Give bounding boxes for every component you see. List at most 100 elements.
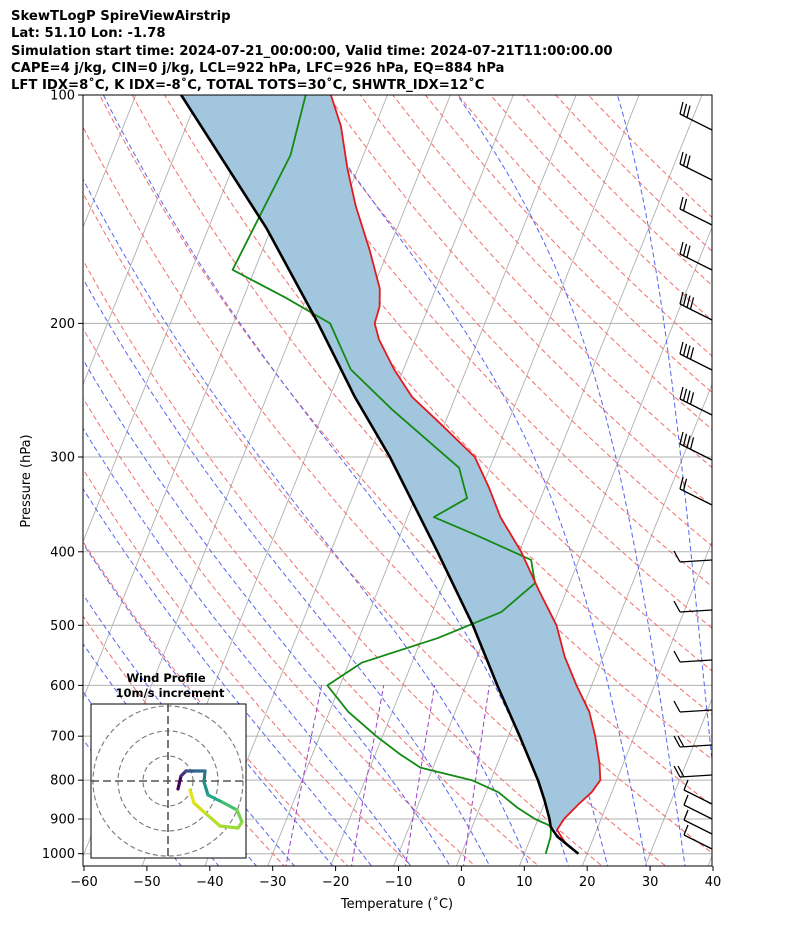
moist-adiabat-line [83,277,491,866]
wind-barb [679,196,713,226]
dry-adiabat-line [196,95,712,672]
dry-adiabat-line [83,259,603,866]
dry-adiabat-line [83,192,667,866]
wind-barb [679,386,713,416]
isotherm-line [455,225,712,866]
parcel-line [180,95,580,855]
dry-adiabat-line [83,126,712,854]
isotherm-line [83,95,263,543]
moist-adiabat-line [456,95,686,866]
dry-adiabat-line [457,95,712,357]
isotherm-line [330,95,640,866]
moist-adiabat-line [83,487,373,866]
x-tick-label: 0 [457,875,465,890]
chart-title: SkewTLogP SpireViewAirstrip [11,9,231,24]
y-tick-label: 1000 [42,847,75,862]
dry-adiabat-line [99,95,712,807]
isotherm-line [644,697,712,866]
y-tick-label: 100 [50,89,75,104]
isotherm-line [0,60,87,885]
cape-area [181,95,601,830]
hodograph-trace [176,774,183,791]
mixing-ratio-line [285,685,323,866]
cape-area-layer [181,95,601,830]
wind-barb [683,779,713,805]
dry-adiabat-line [131,95,712,761]
x-tick-label: 30 [642,875,659,890]
wind-barb [673,700,713,713]
wind-barb [679,241,713,271]
moist-adiabat-line [616,95,712,765]
wind-barbs [673,101,713,850]
y-tick-label: 800 [50,774,75,789]
chart-header: SkewTLogP SpireViewAirstrip Lat: 51.10 L… [11,8,613,94]
y-tick-label: 600 [50,679,75,694]
dry-adiabat-line [83,540,349,866]
mixing-ratio-line [351,685,385,866]
wind-barb [673,550,713,563]
y-tick-label: 700 [50,730,75,745]
x-tick-label: 10 [516,875,533,890]
temperature-line [330,95,602,855]
time-line: Simulation start time: 2024-07-21_00:00:… [11,43,613,59]
y-axis-label: Pressure (hPa) [19,434,34,527]
hodograph-trace [202,769,207,784]
wind-barb [683,824,713,850]
hodograph-trace [188,788,196,805]
wind-barb [679,151,713,181]
mixing-ratio-line [463,685,490,866]
hodograph-trace [218,824,240,830]
dry-adiabat-line [326,95,712,507]
wind-barb [683,794,713,820]
y-tick-label: 300 [50,450,75,465]
hodograph-trace [235,808,244,824]
x-tick-label: −20 [322,875,349,890]
index-line: LFT IDX=8˚C, K IDX=-8˚C, TOTAL TOTS=30˚C… [11,78,485,94]
moist-adiabat-line [102,95,570,866]
isotherm-line [83,95,137,229]
wind-barb [673,600,713,613]
dry-adiabat-line [83,615,285,866]
moist-adiabat-line [298,95,647,866]
hodograph-subtitle: 10m/s increment [116,686,225,700]
plot-frame [82,94,713,867]
dry-adiabat-line [229,95,712,629]
x-tick-label: 20 [579,875,596,890]
isotherm-line [393,95,703,866]
wind-barb [679,476,713,506]
wind-barb [679,341,713,371]
wind-barb [673,735,713,748]
hodograph-plot [91,704,246,858]
isotherm-line [581,540,712,866]
x-tick-label: −30 [259,875,286,890]
dry-adiabat-line [359,95,712,469]
x-tick-label: −10 [385,875,412,890]
hodograph-trace [220,800,239,812]
y-tick-label: 500 [50,619,75,634]
x-tick-label: −40 [196,875,223,890]
moist-adiabat-line [83,642,258,866]
dry-adiabat-line [83,327,540,866]
wind-barb [673,765,713,778]
x-axis-label: Temperature (˚C) [340,896,453,912]
y-tick-label: 400 [50,545,75,560]
moist-adiabat-line [83,427,412,866]
isotherm-line [204,95,514,866]
isotherm-line [707,854,712,866]
cape-line: CAPE=4 j/kg, CIN=0 j/kg, LCL=922 hPa, LF… [11,60,505,76]
location-line: Lat: 51.10 Lon: -1.78 [11,26,166,42]
moist-adiabat-line [83,358,451,866]
x-tick-label: −50 [133,875,160,890]
wind-barb [683,809,713,835]
y-tick-label: 900 [50,812,75,827]
hodograph-trace [206,793,224,804]
profile-lines [180,95,602,855]
hodograph-title: Wind Profile [126,671,206,685]
isotherm-line [83,95,200,386]
y-tick-label: 200 [50,317,75,332]
x-tick-label: −60 [70,875,97,890]
hodograph-trace [202,810,222,828]
wind-barb [679,101,713,131]
moist-adiabat-line [83,178,530,866]
